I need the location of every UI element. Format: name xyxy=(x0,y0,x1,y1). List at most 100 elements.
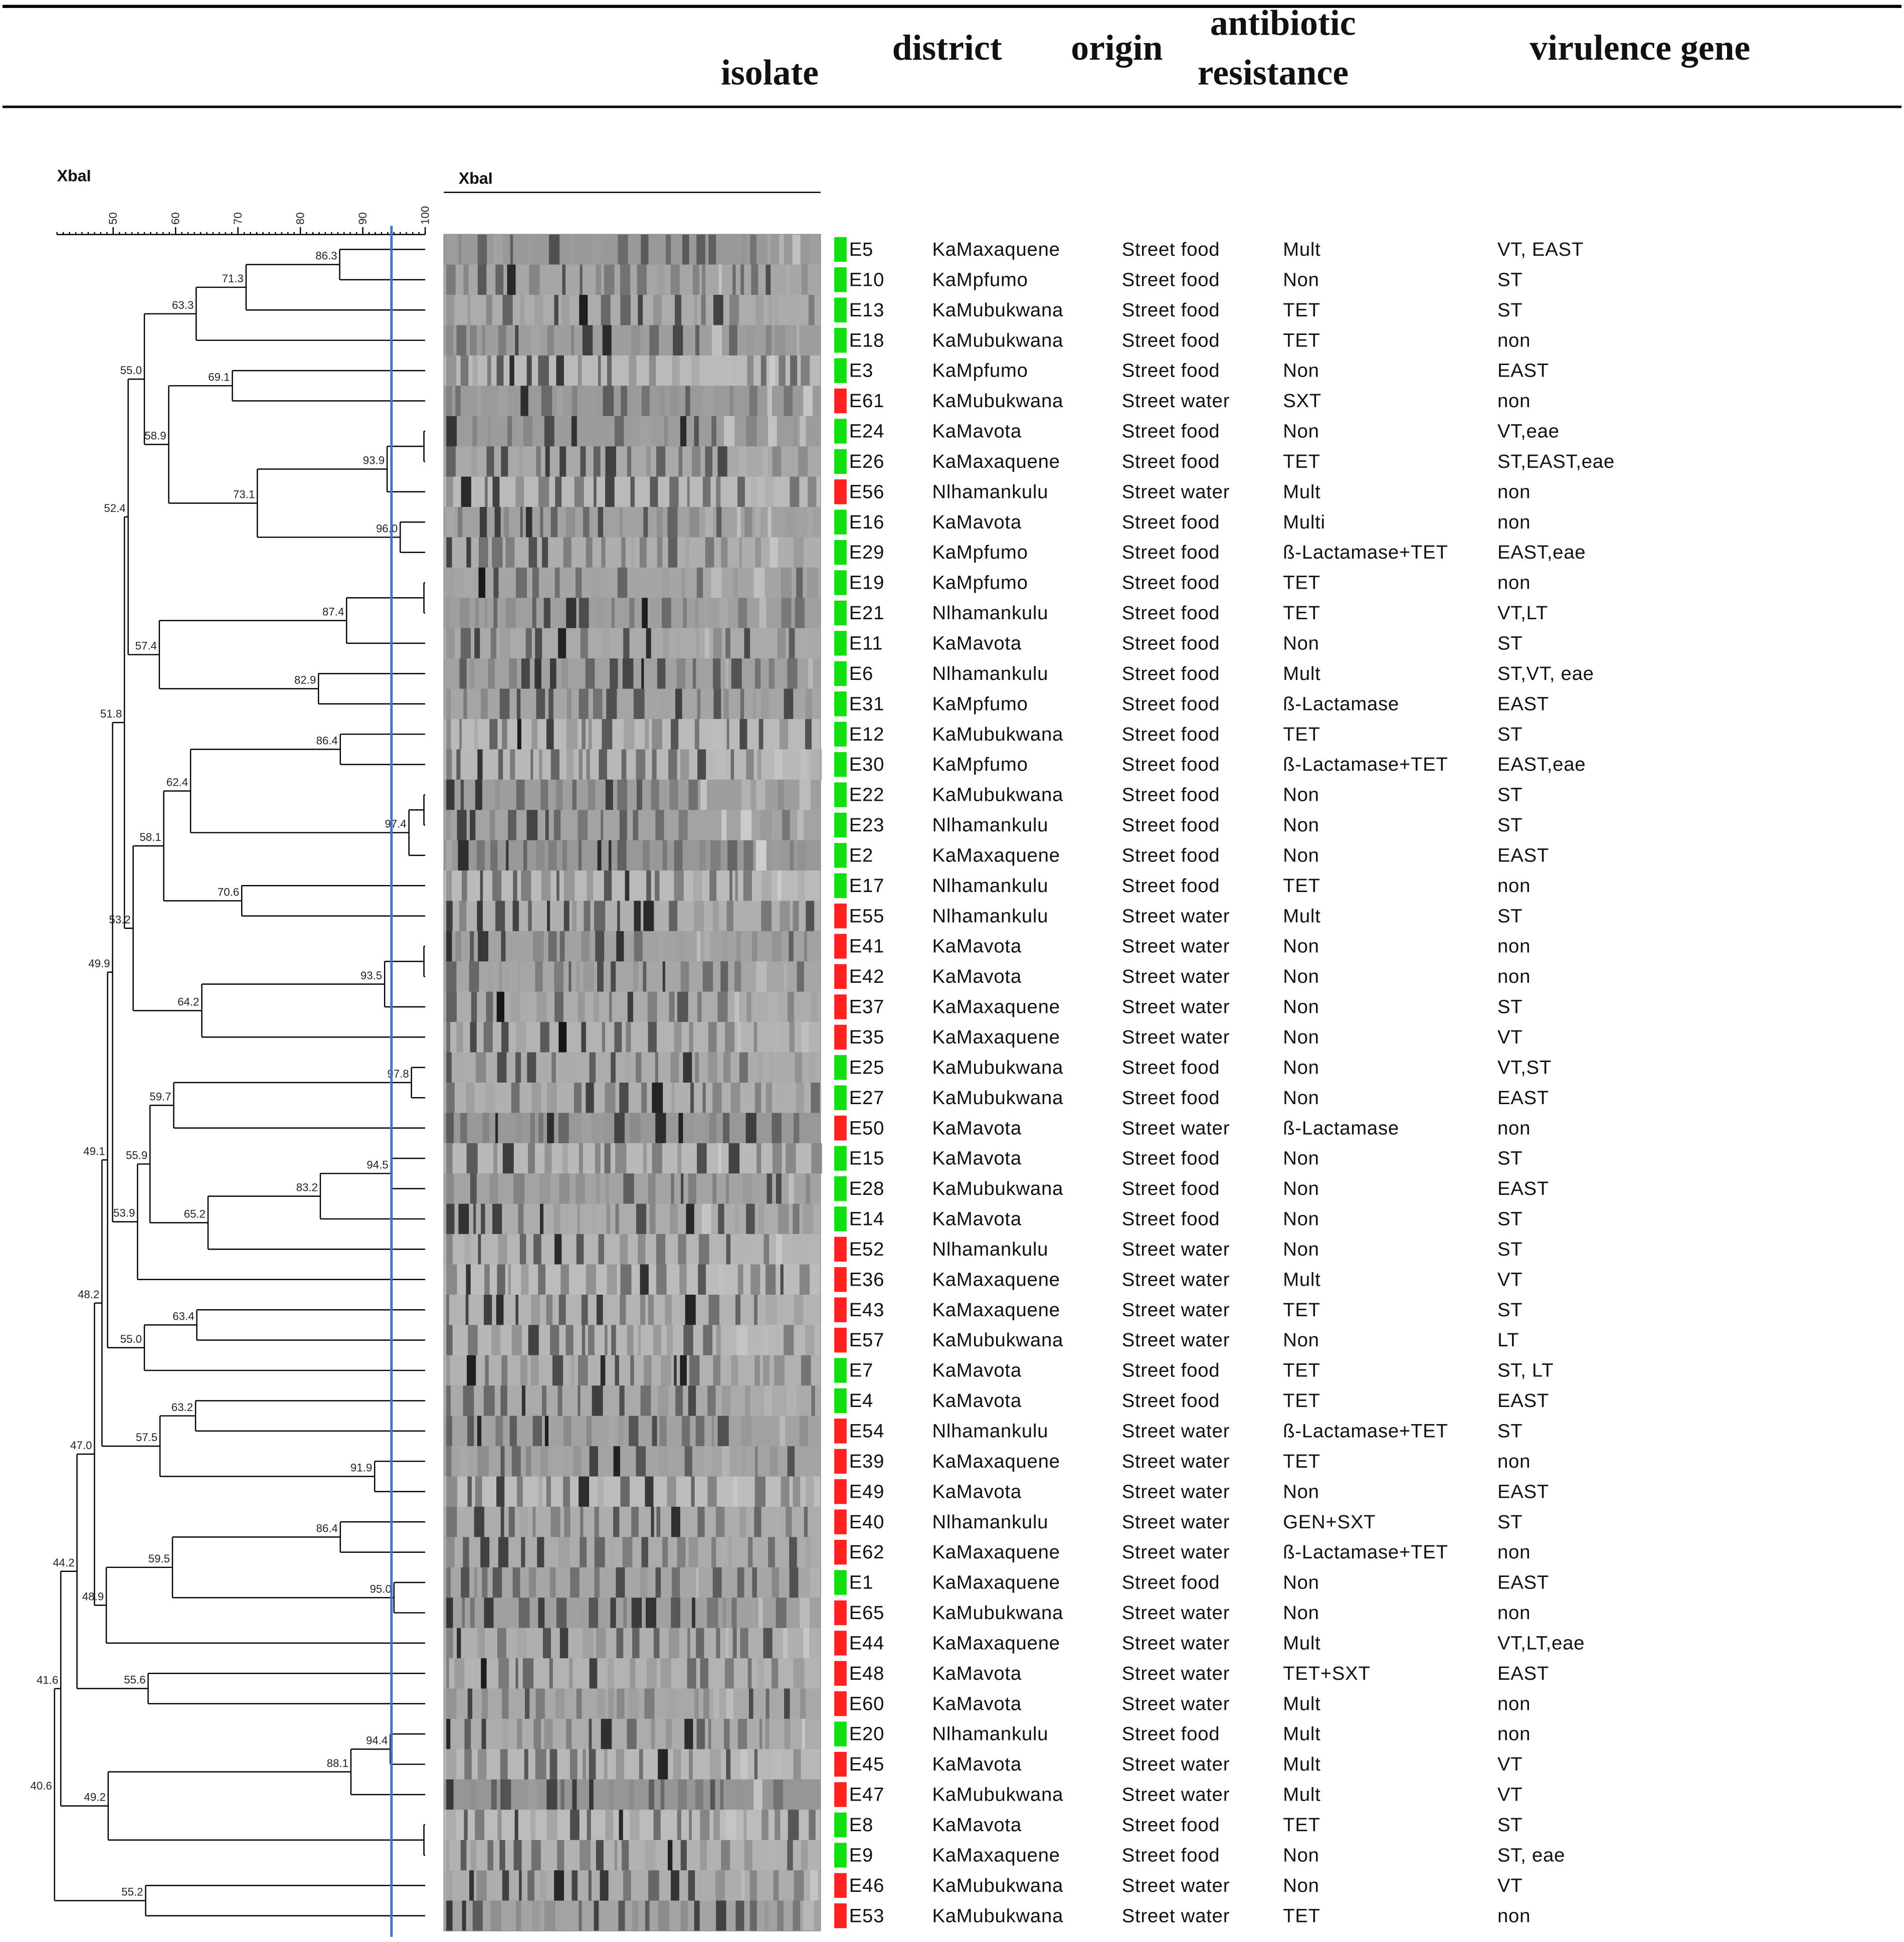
virulence-gene: VT,ST xyxy=(1497,1056,1552,1078)
gel-band xyxy=(505,598,516,629)
gel-band xyxy=(529,264,540,295)
gel-band xyxy=(708,1294,719,1326)
origin-marker xyxy=(834,1176,847,1201)
gel-band xyxy=(789,1567,799,1598)
gel-band xyxy=(776,1173,782,1204)
gel-band xyxy=(698,1264,706,1295)
node-similarity: 47.0 xyxy=(70,1439,92,1452)
node-similarity: 95.0 xyxy=(370,1582,392,1595)
virulence-gene: non xyxy=(1497,511,1531,533)
origin-marker xyxy=(834,903,847,929)
gel-band xyxy=(478,931,488,962)
district: Nlhamankulu xyxy=(932,875,1048,897)
gel-band xyxy=(557,1385,562,1417)
isolate: E44 xyxy=(849,1632,884,1654)
origin-marker xyxy=(834,1903,847,1928)
gel-band xyxy=(514,1810,518,1841)
gel-band xyxy=(530,1810,536,1841)
gel-band xyxy=(732,264,736,295)
gel-band xyxy=(564,1900,571,1931)
gel-band xyxy=(484,598,488,629)
gel-band xyxy=(810,1870,818,1901)
gel-band xyxy=(733,567,738,599)
gel-band xyxy=(683,1325,693,1356)
gel-band xyxy=(459,719,462,750)
gel-band xyxy=(531,1840,541,1871)
gel-band xyxy=(694,1113,705,1144)
gel-band xyxy=(511,1325,522,1356)
gel-band xyxy=(718,1143,721,1174)
gel-band xyxy=(754,658,761,689)
gel-band xyxy=(774,295,779,326)
gel-band xyxy=(693,901,704,932)
origin-marker xyxy=(834,1509,847,1534)
gel-band xyxy=(594,1567,600,1598)
gel-band xyxy=(726,355,732,387)
isolate: E11 xyxy=(849,633,883,654)
gel-band xyxy=(572,386,578,417)
gel-band xyxy=(493,598,498,629)
virulence-gene: ST xyxy=(1497,1208,1522,1230)
origin: Street food xyxy=(1122,451,1220,472)
isolate: E22 xyxy=(849,784,884,806)
gel-band xyxy=(754,1749,757,1780)
gel-band xyxy=(736,1779,742,1810)
gel-band xyxy=(677,1537,686,1568)
gel-band xyxy=(550,1325,559,1356)
gel-band xyxy=(550,658,556,689)
gel-band xyxy=(674,1355,677,1386)
gel-band xyxy=(781,1052,791,1083)
gel-band xyxy=(754,1294,758,1326)
gel-band xyxy=(545,446,550,477)
gel-band xyxy=(643,961,647,992)
node-similarity: 51.8 xyxy=(100,708,122,720)
gel-band xyxy=(692,1598,695,1629)
gel-band xyxy=(611,1052,616,1083)
gel-band xyxy=(640,416,651,447)
gel-band xyxy=(636,749,646,780)
gel-band xyxy=(515,1658,518,1689)
gel-band xyxy=(705,507,713,538)
gel-band xyxy=(583,961,595,992)
gel-band xyxy=(574,476,584,507)
gel-band xyxy=(561,658,568,689)
gel-band xyxy=(490,840,498,871)
gel-band xyxy=(446,779,455,810)
gel-band xyxy=(579,1598,585,1629)
gel-band xyxy=(754,1355,760,1386)
gel-band xyxy=(589,1749,596,1780)
virulence-gene: VT,eae xyxy=(1497,421,1560,442)
gel-band xyxy=(651,779,660,810)
gel-band xyxy=(463,1537,469,1568)
gel-band xyxy=(533,1234,541,1265)
gel-band xyxy=(689,507,699,538)
gel-band xyxy=(633,810,639,841)
gel-lane xyxy=(444,1083,821,1114)
node-similarity: 82.9 xyxy=(294,674,316,686)
gel-band xyxy=(689,1749,693,1780)
gel-band xyxy=(461,476,471,507)
gel-band xyxy=(730,386,733,417)
gel-band xyxy=(629,1779,634,1810)
gel-band xyxy=(580,264,583,295)
gel-band xyxy=(772,1567,779,1598)
gel-band xyxy=(607,355,612,387)
gel-band xyxy=(781,1476,790,1507)
origin-marker xyxy=(834,388,847,414)
gel-band xyxy=(784,386,793,417)
gel-band xyxy=(611,598,615,629)
gel-band xyxy=(482,1567,488,1598)
resistance: TET xyxy=(1283,572,1320,594)
gel-band xyxy=(684,1718,693,1750)
gel-band xyxy=(598,1234,605,1265)
gel-band xyxy=(756,1143,761,1174)
gel-band xyxy=(699,1870,702,1901)
gel-band xyxy=(759,1416,770,1447)
resistance: Non xyxy=(1283,1056,1319,1078)
origin-marker xyxy=(834,570,847,595)
node-similarity: 86.4 xyxy=(316,734,338,747)
district: Nlhamankulu xyxy=(932,663,1048,684)
gel-band xyxy=(604,264,615,295)
gel-band xyxy=(516,779,525,810)
gel-band xyxy=(476,1052,486,1083)
